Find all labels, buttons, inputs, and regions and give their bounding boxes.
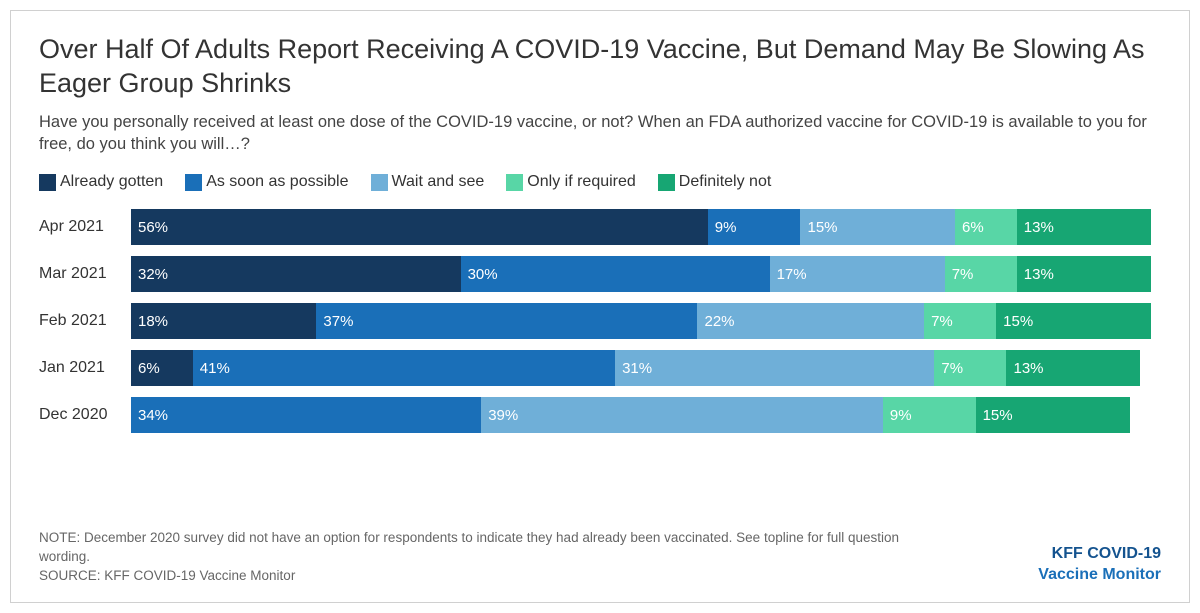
brand-line-1: KFF COVID-19: [1038, 544, 1161, 565]
bar-row: Mar 202132%30%17%7%13%: [39, 256, 1161, 292]
bar-segment: 15%: [996, 303, 1151, 339]
row-label: Apr 2021: [39, 218, 131, 236]
brand-label: KFF COVID-19 Vaccine Monitor: [1038, 544, 1161, 586]
legend-item: Only if required: [506, 173, 636, 191]
legend-item: Already gotten: [39, 173, 163, 191]
bar-segment: 41%: [193, 350, 615, 386]
legend-label: Already gotten: [60, 173, 163, 191]
footer: NOTE: December 2020 survey did not have …: [39, 529, 1161, 586]
bar-segment: 13%: [1006, 350, 1140, 386]
bar-segment: 56%: [131, 209, 708, 245]
legend-label: As soon as possible: [206, 173, 348, 191]
bar-segment: 6%: [131, 350, 193, 386]
footer-notes: NOTE: December 2020 survey did not have …: [39, 529, 919, 586]
bar-segment: 15%: [976, 397, 1131, 433]
bar-track: 34%39%9%15%: [131, 397, 1161, 433]
legend-label: Definitely not: [679, 173, 772, 191]
bar-segment: 31%: [615, 350, 934, 386]
bar-segment: 15%: [800, 209, 955, 245]
bar-track: 32%30%17%7%13%: [131, 256, 1161, 292]
legend-swatch: [506, 174, 523, 191]
bar-track: 6%41%31%7%13%: [131, 350, 1161, 386]
bar-segment: 37%: [316, 303, 697, 339]
note-text: NOTE: December 2020 survey did not have …: [39, 529, 919, 567]
bar-segment: 30%: [461, 256, 770, 292]
legend-item: Wait and see: [371, 173, 485, 191]
legend-swatch: [185, 174, 202, 191]
bar-track: 56%9%15%6%13%: [131, 209, 1161, 245]
legend-swatch: [39, 174, 56, 191]
bar-segment: 7%: [924, 303, 996, 339]
source-text: SOURCE: KFF COVID-19 Vaccine Monitor: [39, 567, 919, 586]
row-label: Jan 2021: [39, 359, 131, 377]
chart-container: Over Half Of Adults Report Receiving A C…: [10, 10, 1190, 603]
bar-segment: 34%: [131, 397, 481, 433]
bar-segment: 9%: [708, 209, 801, 245]
bar-segment: 7%: [945, 256, 1017, 292]
legend-label: Wait and see: [392, 173, 485, 191]
legend-swatch: [371, 174, 388, 191]
bar-segment: 13%: [1017, 209, 1151, 245]
bar-segment: 22%: [697, 303, 924, 339]
bar-segment: 17%: [770, 256, 945, 292]
bar-row: Jan 20216%41%31%7%13%: [39, 350, 1161, 386]
legend: Already gotten As soon as possible Wait an…: [39, 173, 1161, 191]
bar-track: 18%37%22%7%15%: [131, 303, 1161, 339]
bar-segment: 18%: [131, 303, 316, 339]
bar-row: Feb 202118%37%22%7%15%: [39, 303, 1161, 339]
bar-row: Dec 202034%39%9%15%: [39, 397, 1161, 433]
bar-segment: 13%: [1017, 256, 1151, 292]
legend-item: As soon as possible: [185, 173, 348, 191]
legend-label: Only if required: [527, 173, 636, 191]
bar-segment: 32%: [131, 256, 461, 292]
brand-line-2: Vaccine Monitor: [1038, 565, 1161, 586]
bar-segment: 7%: [934, 350, 1006, 386]
row-label: Dec 2020: [39, 406, 131, 424]
bar-row: Apr 202156%9%15%6%13%: [39, 209, 1161, 245]
chart-title: Over Half Of Adults Report Receiving A C…: [39, 33, 1161, 101]
row-label: Feb 2021: [39, 312, 131, 330]
bar-segment: 39%: [481, 397, 883, 433]
bar-segment: 6%: [955, 209, 1017, 245]
bar-segment: 9%: [883, 397, 976, 433]
bars-area: Apr 202156%9%15%6%13%Mar 202132%30%17%7%…: [39, 209, 1161, 433]
legend-item: Definitely not: [658, 173, 772, 191]
chart-subtitle: Have you personally received at least on…: [39, 111, 1161, 156]
row-label: Mar 2021: [39, 265, 131, 283]
legend-swatch: [658, 174, 675, 191]
